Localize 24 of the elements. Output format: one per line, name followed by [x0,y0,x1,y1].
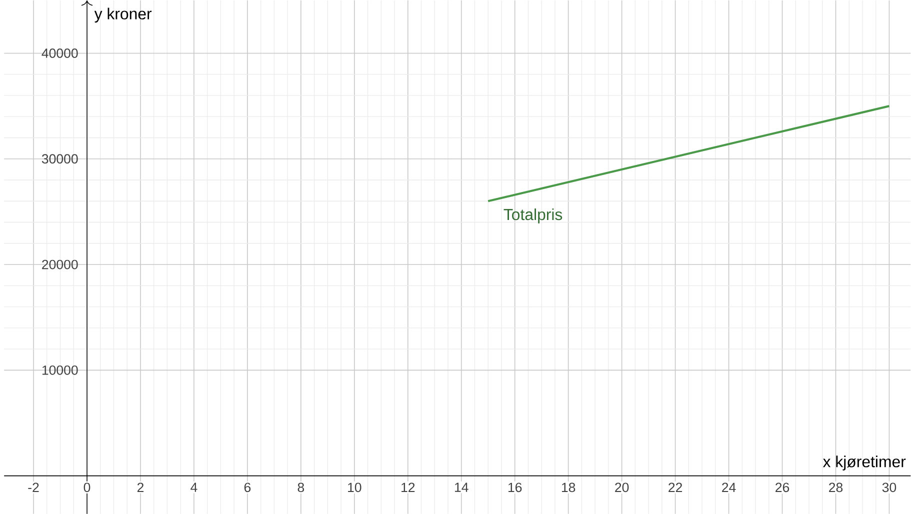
x-tick-label: 14 [455,482,468,492]
x-tick-label: 2 [137,482,144,492]
x-tick-label: -2 [28,482,39,492]
x-tick-label: 18 [562,482,576,492]
y-tick-label: 20000 [42,260,78,270]
series-label: Totalpris [504,208,562,224]
x-tick-label: 0 [84,482,90,492]
x-tick-label: 4 [190,482,198,492]
x-tick-label: 20 [615,482,629,492]
x-axis-title: x kjøretimer [822,456,906,470]
x-tick-label: 30 [882,482,896,492]
x-tick-label: 28 [829,482,843,492]
y-tick-label: 30000 [42,154,78,164]
y-tick-label: 10000 [42,365,78,375]
x-tick-label: 24 [722,482,736,492]
y-tick-label: 40000 [42,48,78,58]
x-tick-label: 26 [776,482,790,492]
x-tick-label: 16 [508,482,522,492]
x-tick-label: 22 [668,482,682,492]
x-tick-label: 8 [298,482,304,492]
x-tick-label: 10 [348,482,362,492]
x-tick-label: 12 [402,482,415,492]
y-axis-title: y kroner [94,8,152,22]
x-tick-label: 6 [244,482,251,492]
